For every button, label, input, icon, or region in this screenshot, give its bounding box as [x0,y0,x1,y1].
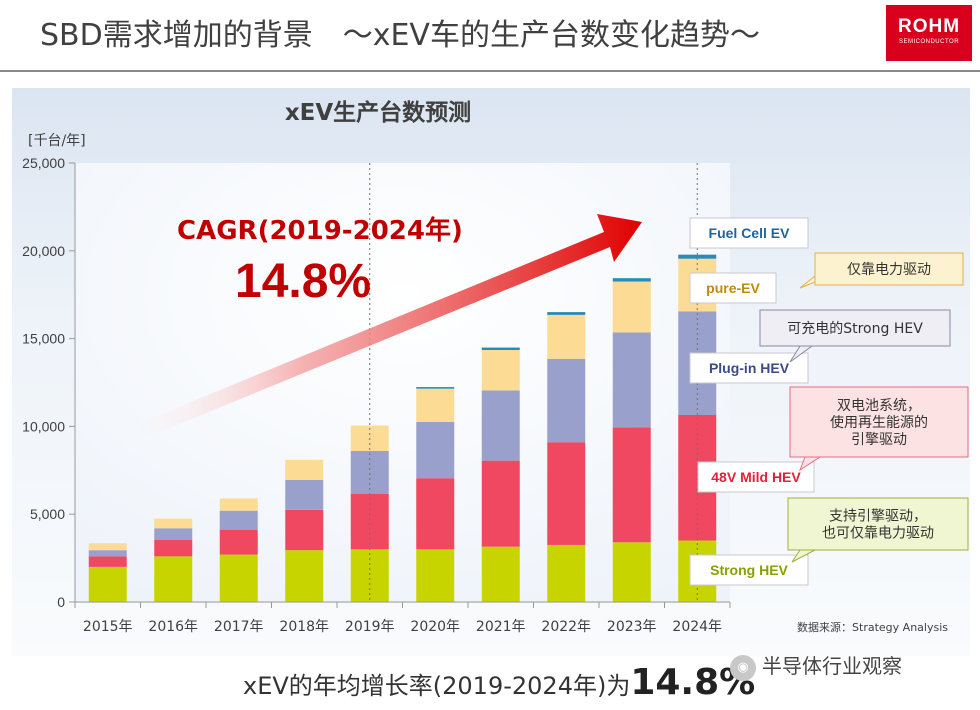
x-tick-label: 2019年 [345,619,395,635]
x-tick-label: 2016年 [148,619,198,635]
source-label: 数据来源：Strategy Analysis [797,620,948,634]
y-tick-label: 20,000 [22,243,65,259]
callout-text: 可充电的Strong HEV [787,321,923,337]
bar-segment [154,556,193,602]
bar-segment [88,543,127,551]
y-tick-label: 10,000 [22,418,65,434]
legend-box [689,217,809,249]
logo-line-1: ROHM [897,16,961,37]
cagr-label: CAGR(2019-2024年) [177,215,463,246]
legend-box [697,461,815,493]
y-tick-label: 5,000 [30,506,65,522]
bar-segment [154,518,193,529]
bar-segment [612,278,651,282]
rohm-logo: ROHM SEMICONDUCTOR [886,5,972,61]
bar-segment [481,460,520,547]
legend-label: pure-EV [706,280,760,296]
y-tick-label: 15,000 [22,331,65,347]
callout-pointer [791,549,816,563]
callout-box [787,497,969,551]
bar-segment [416,478,455,550]
bar-segment [350,450,389,495]
bar-segment [481,347,520,351]
y-tick-label: 0 [57,594,65,610]
x-tick-label: 2020年 [410,619,460,635]
bar-segment [678,254,717,259]
bar-segment [481,390,520,461]
watermark: ◉ 半导体行业观察 [730,650,902,681]
x-tick-label: 2021年 [476,619,526,635]
bar-segment [547,314,586,359]
legend-label: Strong HEV [710,562,788,578]
bar-segment [219,530,258,555]
footer-text: xEV的年均增长率(2019-2024年)为 [243,672,631,700]
logo-line-2: SEMICONDUCTOR [898,39,960,45]
bar-segment [285,550,324,602]
bar-segment [154,539,193,557]
bar-segment [285,459,324,480]
bar-segment [416,387,455,389]
bar-segment [612,281,651,333]
bar-segment [612,542,651,602]
cagr-value: 14.8% [235,255,371,308]
bar-segment [612,332,651,428]
bar-segment [481,546,520,602]
callout-box [814,252,964,286]
legend-box [689,272,777,304]
bar-segment [612,427,651,543]
legend-label: Fuel Cell EV [709,225,791,241]
x-tick-label: 2023年 [607,619,657,635]
bar-segment [416,549,455,602]
bar-segment [154,528,193,540]
bar-segment [219,498,258,511]
callout-text: 仅靠电力驱动 [847,262,931,278]
bar-segment [547,442,586,545]
unit-label: [千台/年] [28,133,86,149]
callout-pointer [799,274,816,289]
bar-segment [416,388,455,423]
bar-segment [416,422,455,479]
x-tick-label: 2022年 [541,619,591,635]
x-tick-label: 2024年 [672,619,722,635]
watermark-text: 半导体行业观察 [762,654,902,678]
callout-pointer [789,345,814,363]
bar-segment [350,494,389,550]
bar-segment [547,544,586,602]
callout-pointer [798,456,822,472]
legend-label: 48V Mild HEV [711,469,801,485]
x-tick-label: 2017年 [214,619,264,635]
bar-segment [481,350,520,391]
callout-text: 使用再生能源的 [830,414,928,431]
callout-text: 引擎驱动 [851,432,907,448]
legend-label: Plug-in HEV [709,360,790,376]
bar-segment [88,550,127,557]
page-title: SBD需求增加的背景 ～xEV车的生产台数变化趋势～ [40,18,760,53]
callout-text: 也可仅靠电力驱动 [822,526,934,542]
x-tick-label: 2015年 [83,619,133,635]
title-divider [0,70,980,72]
bar-segment [547,358,586,443]
callout-box [789,386,969,458]
wechat-icon: ◉ [730,654,756,681]
callout-text: 支持引擎驱动， [829,509,927,525]
bar-segment [88,556,127,567]
y-tick-label: 25,000 [22,155,65,171]
chart-title: xEV生产台数预测 [285,99,471,126]
cagr-arrow [118,214,642,446]
bar-segment [547,312,586,315]
legend-box [689,554,809,586]
legend-box [689,352,809,384]
bar-segment [219,510,258,531]
callout-text: 双电池系统， [837,398,921,414]
bar-segment [285,509,324,551]
bar-segment [219,554,258,602]
cagr-footer: xEV的年均增长率(2019-2024年)为14.8% [243,662,755,703]
x-tick-label: 2018年 [279,619,329,635]
bar-segment [285,479,324,510]
callout-box [759,309,951,347]
bar-segment [88,566,127,602]
